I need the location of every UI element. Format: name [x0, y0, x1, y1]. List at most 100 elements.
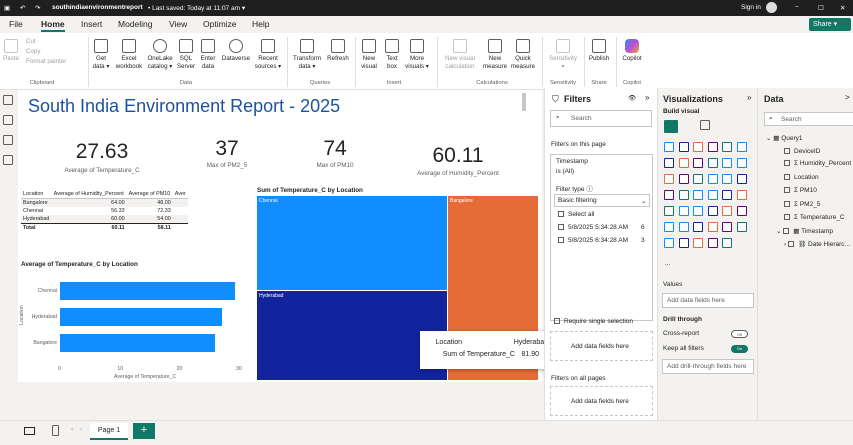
new-visual-button[interactable]: New visual	[357, 39, 381, 70]
copilot-button[interactable]: Copilot	[618, 39, 646, 63]
visual-type-icon[interactable]	[664, 222, 674, 232]
visual-type-icon[interactable]	[693, 222, 703, 232]
visual-type-icon[interactable]	[664, 238, 674, 248]
excel-button[interactable]: Excel workbook	[114, 39, 144, 70]
visual-type-icon[interactable]	[664, 206, 674, 216]
visual-type-icon[interactable]	[693, 158, 703, 168]
format-painter-button[interactable]: Format painter	[26, 58, 66, 66]
visual-type-icon[interactable]	[707, 174, 718, 184]
visual-type-icon[interactable]	[722, 174, 732, 184]
get-data-button[interactable]: Get data ▾	[90, 39, 112, 70]
visual-type-icon[interactable]	[722, 190, 732, 200]
select-all-checkbox[interactable]: Select all	[558, 211, 594, 218]
copy-button[interactable]: Copy	[26, 48, 40, 56]
redo-icon[interactable]: ↷	[35, 5, 41, 12]
visual-type-icon[interactable]	[722, 238, 732, 248]
eye-icon[interactable]: 👁	[628, 95, 637, 102]
bar-chart[interactable]: Chennai Hyderabad Bangalore 0 10 20 30 Average …	[19, 272, 242, 382]
maximize-icon[interactable]: ☐	[818, 5, 824, 12]
visual-type-icon[interactable]	[707, 190, 718, 200]
visual-type-icon[interactable]	[678, 142, 689, 152]
visual-type-icon[interactable]	[664, 190, 674, 200]
menu-home[interactable]: Home	[41, 19, 65, 32]
visual-type-icon[interactable]	[736, 206, 747, 216]
treemap-tile-chennai[interactable]: Chennai	[257, 196, 447, 290]
visual-type-icon[interactable]	[678, 158, 689, 168]
visual-type-icon[interactable]	[693, 174, 703, 184]
visual-type-icon[interactable]	[693, 206, 703, 216]
menu-help[interactable]: Help	[252, 19, 270, 29]
table-header[interactable]: Aver	[174, 191, 186, 197]
visual-type-icon[interactable]	[707, 222, 718, 232]
paste-button[interactable]: Paste	[3, 39, 19, 63]
dataverse-button[interactable]: Dataverse	[219, 39, 253, 63]
text-box-button[interactable]: Text box	[382, 39, 402, 70]
filter-option[interactable]: 5/8/2025 6:34:28 AM	[558, 237, 628, 244]
keep-all-filters-toggle[interactable]: On	[731, 345, 748, 353]
table-row[interactable]: Hyderabad 60.00 54.00	[21, 215, 188, 224]
more-visuals-ellipsis[interactable]: ...	[665, 260, 671, 267]
filters-search-input[interactable]: ⌕ Search	[550, 110, 652, 127]
visual-type-icon[interactable]	[678, 206, 689, 216]
canvas-scrollbar[interactable]	[522, 93, 526, 111]
bar-chennai[interactable]	[60, 282, 236, 300]
next-page-icon[interactable]: ›	[80, 426, 83, 433]
refresh-button[interactable]: Refresh	[324, 39, 352, 63]
menu-optimize[interactable]: Optimize	[203, 19, 237, 29]
table-row[interactable]: Chennai 56.33 72.33	[21, 207, 188, 215]
visual-type-icon[interactable]	[722, 158, 732, 168]
collapse-icon[interactable]: »	[747, 93, 752, 102]
field-item[interactable]: Σ PM2_5	[784, 201, 820, 208]
format-visual-icon[interactable]	[700, 120, 710, 130]
sensitivity-button[interactable]: Sensitivity ▾	[545, 39, 581, 70]
onelake-button[interactable]: OneLake catalog ▾	[145, 39, 175, 70]
filter-drop-zone[interactable]: Add data fields here	[550, 331, 653, 361]
prev-page-icon[interactable]: ‹	[71, 426, 74, 433]
model-view-icon[interactable]	[3, 135, 13, 145]
timestamp-filter-card[interactable]	[550, 154, 653, 321]
visual-type-icon[interactable]	[722, 206, 732, 216]
visual-type-icon[interactable]	[693, 190, 703, 200]
field-item[interactable]: DeviceID	[784, 148, 820, 155]
data-table[interactable]: Location Average of Humidity_Percent Ave…	[21, 190, 188, 232]
visual-type-icon[interactable]	[693, 238, 703, 248]
field-item[interactable]: Σ Humidity_Percent	[784, 160, 851, 167]
date-hierarchy-node[interactable]: › ⛓ Date Hierarc...	[784, 241, 850, 248]
minimize-icon[interactable]: −	[795, 4, 799, 11]
visual-type-icon[interactable]	[707, 142, 718, 152]
visual-type-icon[interactable]	[736, 190, 747, 200]
recent-sources-button[interactable]: Recent sources ▾	[253, 39, 283, 70]
values-drop-zone[interactable]: Add data fields here	[662, 293, 754, 308]
bar-hyderabad[interactable]	[60, 308, 222, 326]
visual-type-icon[interactable]	[693, 142, 703, 152]
report-view-icon[interactable]	[3, 95, 13, 105]
visual-type-icon[interactable]	[707, 238, 718, 248]
collapse-icon[interactable]: »	[645, 93, 650, 102]
undo-icon[interactable]: ↶	[20, 5, 26, 12]
drill-through-drop-zone[interactable]: Add drill-through fields here	[662, 359, 754, 374]
timestamp-node[interactable]: ⌄ ▦ Timestamp	[776, 228, 834, 235]
menu-file[interactable]: File	[9, 19, 23, 29]
add-page-button[interactable]: +	[133, 423, 155, 439]
field-item[interactable]: Σ PM10	[784, 187, 817, 194]
sign-in-link[interactable]: Sign in	[741, 4, 761, 11]
desktop-view-icon[interactable]	[24, 427, 35, 435]
cut-button[interactable]: Cut	[26, 38, 36, 46]
visual-type-icon[interactable]	[678, 238, 689, 248]
menu-modeling[interactable]: Modeling	[118, 19, 153, 29]
table-header[interactable]: Average of Humidity_Percent	[53, 191, 124, 197]
field-item[interactable]: Location	[784, 174, 819, 181]
avatar-icon[interactable]	[766, 2, 777, 13]
visual-type-icon[interactable]	[678, 222, 689, 232]
visual-type-icon[interactable]	[664, 158, 674, 168]
visual-type-icon[interactable]	[736, 142, 747, 152]
more-visuals-button[interactable]: More visuals ▾	[403, 39, 431, 70]
quick-measure-button[interactable]: Quick measure	[509, 39, 537, 70]
visual-type-icon[interactable]	[736, 158, 747, 168]
table-header[interactable]: Location	[23, 191, 44, 197]
save-status[interactable]: • Last saved: Today at 11:07 am ▾	[148, 5, 246, 12]
filter-option[interactable]: 5/8/2025 5:34:28 AM	[558, 224, 628, 231]
collapse-icon[interactable]: >	[845, 93, 850, 102]
mobile-view-icon[interactable]	[52, 425, 59, 436]
data-search-input[interactable]: ⌕ Search	[764, 112, 853, 126]
